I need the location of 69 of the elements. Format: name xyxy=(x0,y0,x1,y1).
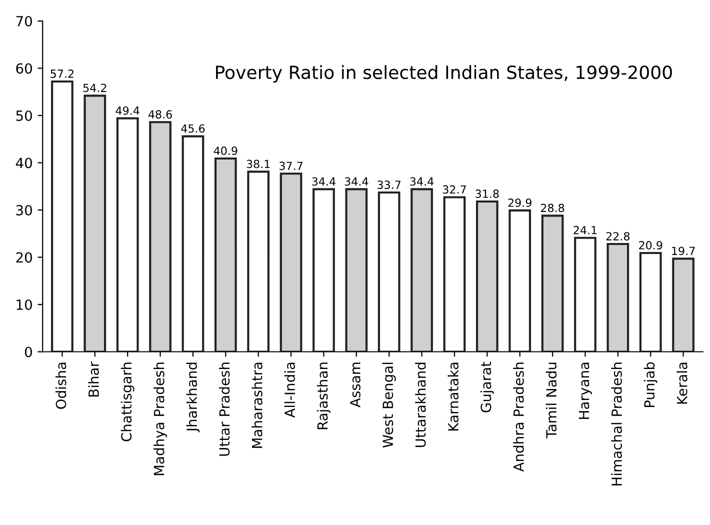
data-label: 48.6 xyxy=(148,110,172,119)
x-tick-label: All-India xyxy=(284,362,296,418)
data-label: 34.4 xyxy=(312,177,336,186)
data-label: 34.4 xyxy=(344,177,368,186)
x-tick-label: Kerala xyxy=(676,362,688,404)
x-tick-label: Jharkhand xyxy=(186,362,200,432)
data-label: 49.4 xyxy=(116,106,140,115)
x-tick-label: Andhra Pradesh xyxy=(513,362,524,472)
bar xyxy=(345,188,368,352)
bar xyxy=(541,214,564,352)
x-tick-label: Uttarakhand xyxy=(415,362,426,448)
bar xyxy=(639,252,662,352)
bar xyxy=(84,94,106,352)
y-tick-label: 0 xyxy=(24,346,32,358)
data-label: 34.4 xyxy=(410,177,434,186)
y-tick-label: 50 xyxy=(16,110,32,121)
x-tick-label: Chattisgarh xyxy=(120,362,134,442)
x-tick-label: Punjab xyxy=(644,362,658,408)
data-label: 54.2 xyxy=(83,84,106,92)
bar xyxy=(443,196,466,352)
bar xyxy=(280,172,302,352)
bar xyxy=(214,157,237,352)
bar xyxy=(378,191,400,352)
bar xyxy=(672,258,694,352)
bar xyxy=(247,170,270,352)
bar xyxy=(508,209,532,352)
y-tick-label: 40 xyxy=(16,158,32,168)
x-tick-label: Himachal Pradesh xyxy=(611,362,622,486)
x-tick-label: Tamil Nadu xyxy=(546,362,557,438)
data-label: 38.1 xyxy=(246,160,270,168)
bar xyxy=(606,242,630,352)
data-label: 29.9 xyxy=(508,198,532,207)
y-tick-label: 70 xyxy=(16,16,32,26)
x-tick-label: Rajasthan xyxy=(316,362,330,430)
bar xyxy=(410,188,433,352)
data-label: 32.7 xyxy=(442,185,466,194)
data-label: 20.9 xyxy=(639,241,662,250)
data-label: 57.2 xyxy=(50,70,74,78)
x-tick-label: Madhya Pradesh xyxy=(154,362,167,476)
bar xyxy=(149,121,172,352)
data-label: 22.8 xyxy=(606,232,630,240)
bar xyxy=(476,200,498,352)
bar xyxy=(312,188,335,352)
y-tick-label: 10 xyxy=(16,299,32,310)
bar xyxy=(182,135,204,352)
data-label: 45.6 xyxy=(181,124,205,133)
bar xyxy=(51,80,74,352)
bar xyxy=(116,117,139,352)
data-label: 24.1 xyxy=(574,226,597,234)
data-label: 40.9 xyxy=(214,146,238,155)
bar xyxy=(574,236,596,352)
y-tick-label: 30 xyxy=(16,204,32,216)
y-tick-label: 60 xyxy=(16,63,32,74)
x-tick-label: Maharashtra xyxy=(252,362,262,448)
data-label: 33.7 xyxy=(378,180,401,189)
x-tick-label: Haryana xyxy=(578,362,592,419)
data-label: 19.7 xyxy=(672,246,695,256)
x-tick-label: Gujarat xyxy=(480,362,494,412)
x-tick-label: Odisha xyxy=(55,362,66,409)
x-tick-label: West Bengal xyxy=(382,362,396,448)
data-label: 37.7 xyxy=(280,162,302,170)
text: Poverty Ratio in selected Indian States, 1999-2000 xyxy=(216,65,672,83)
x-tick-label: Assam xyxy=(350,362,360,408)
x-tick-label: Karnataka xyxy=(448,362,458,431)
data-label: 28.8 xyxy=(540,204,564,212)
y-tick-label: 20 xyxy=(16,252,32,263)
x-tick-label: Bihar xyxy=(88,361,99,397)
data-label: 31.8 xyxy=(476,190,499,198)
x-tick-label: Uttar Pradesh xyxy=(218,362,230,456)
